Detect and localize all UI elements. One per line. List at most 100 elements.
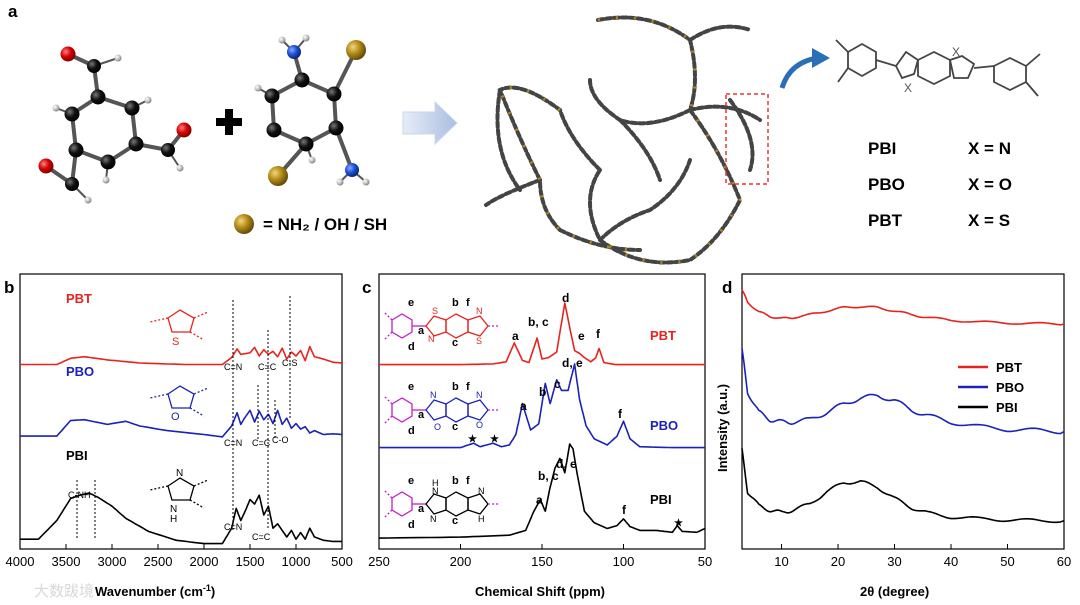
xrd-lines (741, 289, 1065, 524)
ftir-label-pbo: PBO (66, 364, 94, 379)
svg-text:C-S: C-S (282, 358, 298, 368)
svg-text:a: a (418, 409, 425, 421)
x-tick-label: 30 (887, 554, 901, 569)
panel-d: 10 20 30 40 50 60 Intensity (a.u.) 2θ (degree… (715, 273, 1071, 599)
struct-x-bottom: X (904, 81, 912, 95)
xrd-xlabel: 2θ (degree) (860, 584, 929, 599)
nmr-struct-letters: e d a b c f e d a b c f e d a b c f (408, 297, 470, 531)
panel-b: 4000 3500 3000 2500 2000 1500 1000 500 Wavenumb… (6, 273, 353, 599)
series-line-pbt (20, 345, 343, 366)
x-tick-label: 3000 (98, 554, 127, 569)
pbt-name: PBT (868, 211, 903, 230)
xrd-ylabel: Intensity (a.u.) (715, 384, 730, 472)
svg-text:c: c (452, 515, 458, 527)
svg-text:C=N: C=N (224, 362, 242, 372)
svg-text:b: b (452, 297, 459, 309)
pbi-x: X = N (968, 139, 1011, 158)
xrd-ticks: 10 20 30 40 50 60 (774, 544, 1071, 569)
dialdehyde-atoms (38, 46, 192, 204)
svg-text:d: d (408, 519, 415, 531)
x-tick-label: 60 (1057, 554, 1071, 569)
svg-text:d: d (408, 425, 415, 437)
svg-text:N: N (476, 390, 483, 400)
svg-text:e: e (408, 381, 414, 393)
pbi-name: PBI (868, 139, 896, 158)
svg-text:f: f (596, 327, 601, 341)
panel-a: = NH₂ / OH / SH (38, 15, 1041, 265)
x-tick-label: 20 (831, 554, 845, 569)
pbo-name: PBO (868, 175, 905, 194)
ftir-atom-o: O (171, 411, 180, 423)
svg-text:H: H (432, 478, 439, 488)
x-tick-label: 250 (368, 554, 390, 569)
nmr-label-pbt: PBT (650, 328, 676, 343)
nmr-lines (378, 302, 706, 539)
xrd-frame (741, 273, 1065, 550)
svg-text:a: a (418, 503, 425, 515)
reaction-arrow-icon (402, 100, 458, 146)
svg-text:O: O (476, 420, 483, 430)
x-tick-label: 50 (1000, 554, 1014, 569)
series-line-pbo (379, 363, 705, 449)
svg-text:d: d (562, 291, 569, 305)
watermark-text: 大数跋境 (34, 582, 94, 600)
svg-text:f: f (618, 407, 623, 421)
svg-text:b: b (539, 385, 546, 399)
panel-label-a: a (8, 2, 18, 21)
ftir-annotations: C=N C=C C-S C=N C=C C-O C-NH C=N C=C (68, 358, 298, 542)
x-tick-label: 4000 (6, 554, 35, 569)
svg-text:O: O (434, 422, 441, 432)
nmr-peak-labels: a b, c d e f a b c d, e f a b, c d, e f … (468, 291, 683, 529)
x-tick-label: 40 (944, 554, 958, 569)
svg-text:d: d (408, 341, 415, 353)
nmr-label-pbo: PBO (650, 418, 678, 433)
nmr-label-pbi: PBI (650, 492, 672, 507)
svg-text:a: a (418, 325, 425, 337)
ftir-label-pbt: PBT (66, 291, 92, 306)
xrd-legend-pbo: PBO (996, 380, 1024, 395)
nmr-xlabel: Chemical Shift (ppm) (475, 584, 605, 599)
svg-text:C=N: C=N (224, 522, 242, 532)
nmr-struct-pbt (383, 311, 500, 341)
svg-text:a: a (512, 329, 519, 343)
svg-text:c: c (452, 421, 458, 433)
repeat-unit-box (725, 93, 769, 185)
svg-text:★: ★ (674, 518, 683, 529)
svg-text:d, e: d, e (556, 457, 577, 471)
x-tick-label: 2000 (190, 554, 219, 569)
series-line-pbo (741, 348, 1065, 435)
x-tick-label: 10 (774, 554, 788, 569)
svg-text:f: f (466, 297, 470, 309)
svg-text:e: e (408, 297, 414, 309)
ftir-atom-h: H (170, 514, 177, 525)
svg-text:b: b (452, 381, 459, 393)
pbo-x: X = O (968, 175, 1012, 194)
series-line-pbt (741, 289, 1065, 326)
svg-text:f: f (622, 503, 627, 517)
series-line-pbt (379, 302, 705, 366)
plus-sign (216, 109, 242, 135)
panel-c: 250 200 150 100 50 Chemical Shift (ppm) PBT … (368, 273, 712, 599)
dialdehyde-molecule (44, 52, 186, 201)
svg-text:a: a (520, 399, 527, 413)
svg-text:H: H (478, 514, 485, 524)
svg-text:C=C: C=C (252, 438, 271, 448)
svg-text:c: c (452, 337, 458, 349)
svg-text:S: S (476, 336, 482, 346)
x-tick-label: 1500 (236, 554, 265, 569)
series-line-pbi (20, 492, 342, 545)
cof-network-gold (498, 16, 742, 264)
curved-arrow-head-icon (812, 48, 830, 68)
repeat-unit-structure (835, 39, 1041, 97)
svg-text:C=C: C=C (258, 362, 277, 372)
xrd-legend-pbi: PBI (996, 400, 1018, 415)
svg-text:N: N (430, 390, 437, 400)
struct-x-top: X (952, 45, 960, 59)
svg-text:C=N: C=N (224, 438, 242, 448)
series-line-pbi (741, 448, 1065, 524)
svg-text:N: N (478, 486, 485, 496)
ftir-guides (76, 296, 291, 540)
ftir-lines (20, 345, 343, 545)
nmr-struct-pbi (383, 489, 500, 519)
